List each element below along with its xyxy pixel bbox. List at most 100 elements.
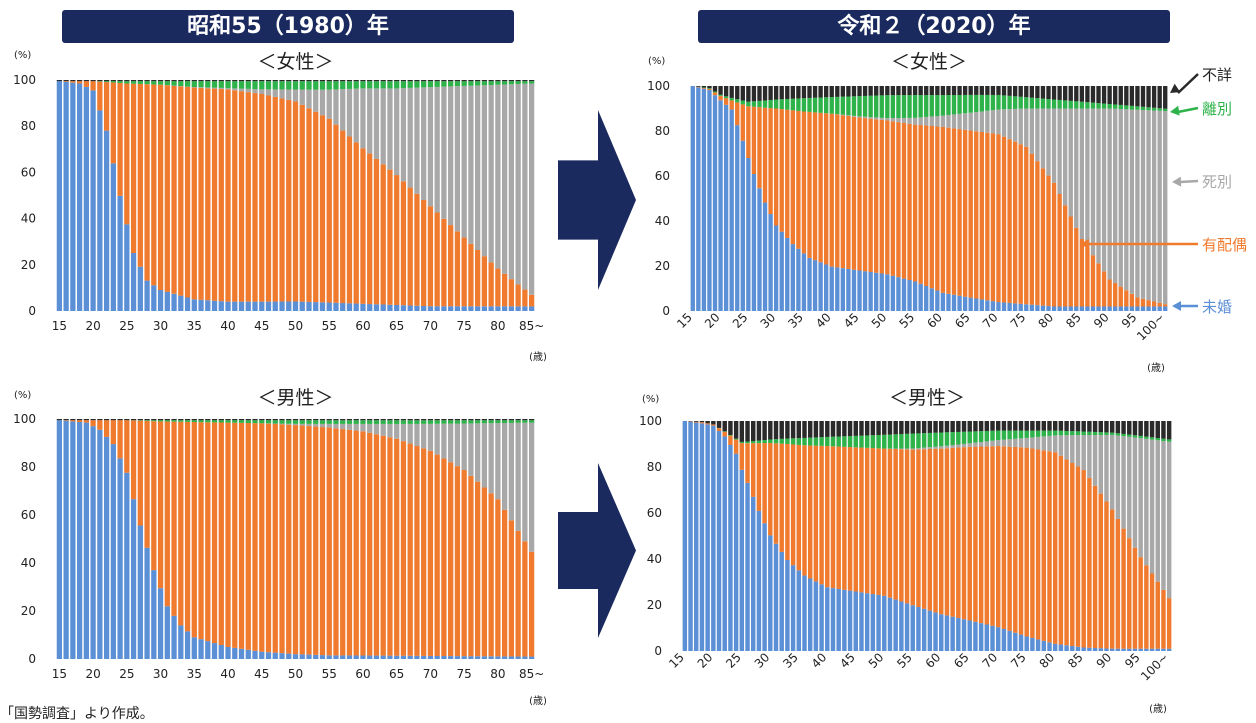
- bar-widowed: [489, 423, 494, 493]
- bar-widowed: [381, 88, 386, 164]
- bar-married: [232, 90, 237, 301]
- bar-divorced: [763, 100, 767, 107]
- bar-married: [259, 423, 264, 651]
- bar-married: [421, 200, 426, 306]
- bar-divorced: [158, 420, 163, 421]
- bar-married: [178, 86, 183, 295]
- bar-married: [735, 102, 739, 125]
- legend-callout-unknown: 不詳: [1170, 66, 1232, 93]
- bar-divorced: [848, 436, 852, 447]
- bar-unknown: [888, 421, 892, 435]
- bar-unmarried: [941, 293, 945, 311]
- bar-widowed: [293, 90, 298, 102]
- bar-unknown: [723, 421, 727, 431]
- bar-widowed: [509, 423, 514, 520]
- bar-unmarried: [414, 656, 419, 659]
- bar-unmarried: [825, 587, 829, 651]
- bar-unmarried: [762, 523, 766, 651]
- x-unit-label: (歳): [529, 695, 547, 707]
- bar-unmarried: [367, 656, 372, 659]
- bar-divorced: [780, 99, 784, 109]
- bar-unmarried: [1036, 639, 1040, 651]
- bar-unknown: [1002, 86, 1006, 95]
- bar-unmarried: [791, 244, 795, 311]
- bar-married: [408, 444, 413, 656]
- bar-married: [745, 443, 749, 483]
- bar-divorced: [1019, 431, 1023, 439]
- bar-divorced: [919, 95, 923, 117]
- bar-unknown: [791, 421, 795, 438]
- bar-married: [779, 444, 783, 552]
- bar-widowed: [394, 88, 399, 175]
- bar-unmarried: [831, 588, 835, 651]
- bar-married: [266, 424, 271, 653]
- bar-unknown: [852, 86, 856, 96]
- bar-divorced: [757, 441, 761, 444]
- bar-married: [1036, 449, 1040, 639]
- bar-married: [489, 262, 494, 306]
- bar-unmarried: [1019, 304, 1023, 311]
- bar-married: [707, 89, 711, 90]
- bar-widowed: [435, 87, 440, 213]
- bar-unmarried: [1069, 307, 1073, 312]
- bar-divorced: [367, 420, 372, 424]
- bar-married: [1085, 247, 1089, 306]
- bar-divorced: [1150, 437, 1154, 439]
- bar-unknown: [1019, 86, 1023, 97]
- bar-married: [746, 106, 750, 158]
- bar-unknown: [996, 421, 1000, 431]
- bar-divorced: [239, 420, 244, 423]
- bar-widowed: [1080, 109, 1084, 240]
- bar-widowed: [421, 424, 426, 448]
- bar-unknown: [360, 419, 365, 420]
- bar-married: [1144, 565, 1148, 648]
- bar-widowed: [320, 90, 325, 116]
- bar-unmarried: [84, 87, 89, 311]
- bar-unknown: [868, 86, 872, 96]
- bar-divorced: [475, 81, 480, 85]
- bar-unknown: [696, 86, 700, 87]
- bar-widowed: [1130, 109, 1134, 293]
- bar-unknown: [205, 80, 210, 81]
- bar-married: [354, 431, 359, 656]
- bar-married: [320, 115, 325, 302]
- bar-unknown: [734, 421, 738, 439]
- bar-unmarried: [1119, 306, 1123, 311]
- bar-unmarried: [802, 576, 806, 651]
- bar-widowed: [522, 423, 527, 542]
- bar-divorced: [905, 434, 909, 449]
- bar-unmarried: [455, 306, 460, 311]
- y-unit-label: (%): [642, 394, 659, 405]
- bar-married: [286, 425, 291, 654]
- bar-unknown: [1096, 86, 1100, 103]
- bar-divorced: [854, 436, 858, 447]
- bar-unknown: [252, 80, 257, 81]
- bar-married: [1124, 290, 1128, 306]
- bar-unknown: [846, 86, 850, 97]
- bar-unmarried: [1158, 306, 1162, 311]
- bar-unknown: [807, 86, 811, 98]
- bar-widowed: [1007, 109, 1011, 139]
- bar-unknown: [713, 86, 717, 92]
- bar-unknown: [876, 421, 880, 435]
- bar-divorced: [387, 81, 392, 88]
- bar-unmarried: [807, 258, 811, 311]
- bar-widowed: [354, 424, 359, 431]
- bar-married: [360, 148, 365, 304]
- bar-divorced: [1024, 97, 1028, 108]
- bar-divorced: [830, 97, 834, 114]
- bar-widowed: [919, 117, 923, 125]
- bar-unmarried: [246, 650, 251, 659]
- bar-unmarried: [1076, 647, 1080, 651]
- bar-widowed: [1063, 109, 1067, 206]
- bar-married: [468, 476, 473, 656]
- bar-divorced: [728, 435, 732, 436]
- bar-married: [401, 181, 406, 305]
- bar-widowed: [1091, 109, 1095, 256]
- bar-divorced: [1093, 432, 1097, 435]
- x-unit-label: (歳): [1147, 362, 1165, 374]
- bar-unmarried: [1096, 307, 1100, 312]
- bar-unknown: [819, 421, 823, 437]
- bar-married: [902, 123, 906, 279]
- legend-label-unmarried: 未婚: [1202, 298, 1232, 316]
